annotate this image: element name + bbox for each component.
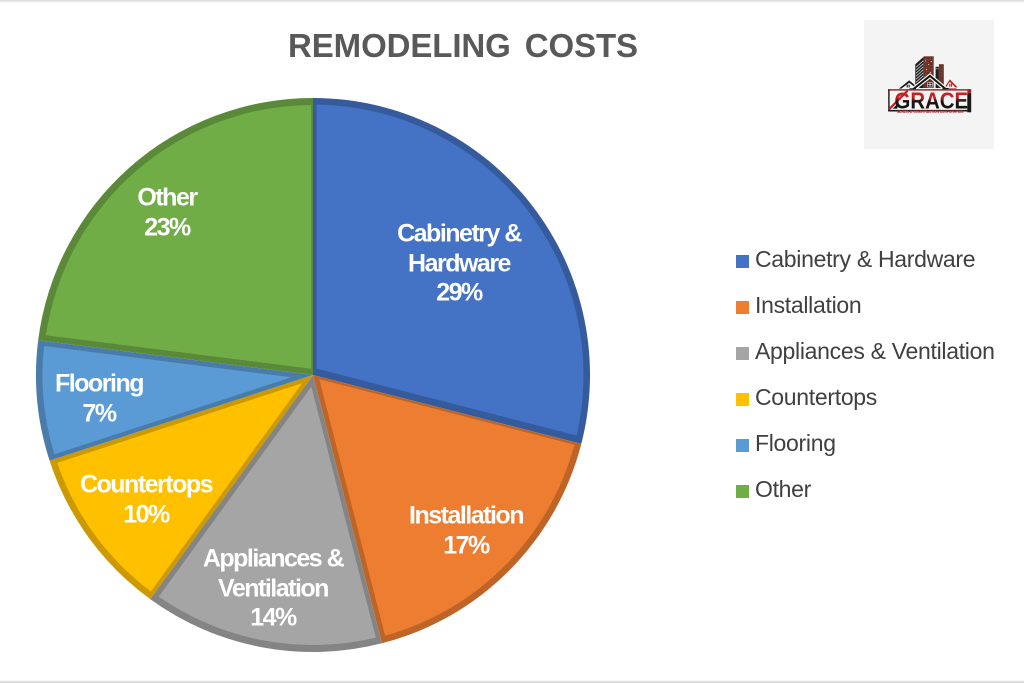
svg-text:GENERAL CONSTRUCTION CORPORATI: GENERAL CONSTRUCTION CORPORATION	[897, 109, 964, 114]
svg-text:GRACE: GRACE	[895, 88, 969, 114]
